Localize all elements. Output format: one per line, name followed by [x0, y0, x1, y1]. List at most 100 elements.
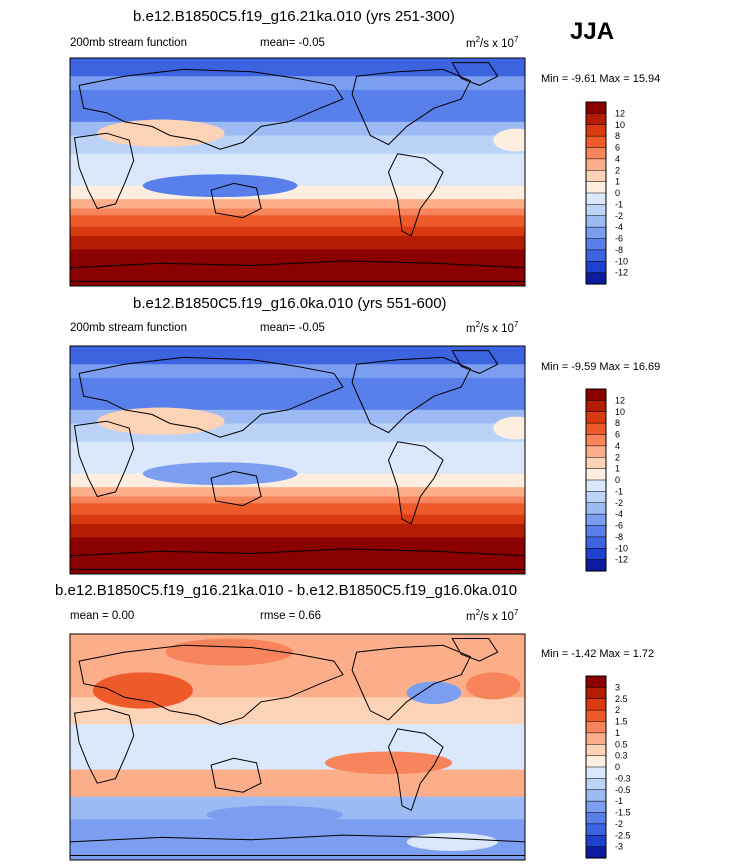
colorbar-swatch — [585, 468, 607, 481]
panel3-units: m2/s x 107 — [466, 608, 519, 623]
coastline — [70, 548, 525, 570]
colorbar-tick-label: -0.3 — [615, 773, 631, 783]
colorbar-tick-label: 8 — [615, 418, 620, 428]
colorbar-tick-label: 0 — [615, 188, 620, 198]
coastline — [70, 260, 525, 282]
field-atlantic-feature — [493, 128, 525, 152]
coastline — [73, 420, 135, 498]
colorbar-tick-label: 12 — [615, 108, 625, 118]
field-transition-band — [70, 473, 525, 488]
map-frame — [69, 57, 526, 287]
colorbar-tick-label: -8 — [615, 245, 623, 255]
colorbar-swatch — [585, 445, 607, 458]
coastline — [451, 638, 499, 662]
colorbar-frame — [585, 388, 607, 572]
field-southern-ocean-feature — [206, 805, 343, 824]
field-north-america — [406, 681, 462, 705]
colorbar-tick-label: 1 — [615, 464, 620, 474]
panel1-title: b.e12.B1850C5.f19_g16.21ka.010 (yrs 251-… — [133, 8, 455, 25]
field-arctic-feature — [165, 638, 293, 666]
field-transition-band — [70, 364, 525, 378]
coastline — [210, 182, 262, 219]
panel3-title: b.e12.B1850C5.f19_g16.21ka.010 - b.e12.B… — [55, 582, 518, 599]
panel1-variable-label: 200mb stream function — [70, 37, 187, 49]
colorbar-swatch — [585, 272, 607, 285]
colorbar-tick-label: -6 — [615, 234, 623, 244]
field-asia-anticyclone — [97, 119, 225, 147]
colorbar-tick-label: -1 — [615, 486, 623, 496]
colorbar-swatch — [585, 525, 607, 538]
panel2-min-max: Min = -9.59 Max = 16.69 — [541, 361, 661, 373]
colorbar-swatch — [585, 147, 607, 160]
panel3-mean-label: mean = 0.00 — [70, 610, 135, 622]
panel2-units: m2/s x 107 — [466, 320, 519, 335]
panel1-mean-label: mean= -0.05 — [260, 37, 325, 49]
colorbar-swatch — [585, 422, 607, 436]
coastline — [451, 350, 499, 374]
coastline — [387, 441, 444, 525]
field-transition-band — [70, 185, 525, 200]
colorbar-swatch — [585, 778, 607, 791]
colorbar-tick-label: -10 — [615, 543, 628, 553]
colorbar-swatch — [585, 709, 607, 723]
coastline — [351, 356, 472, 434]
colorbar-tick-label: -2 — [615, 498, 623, 508]
colorbar-tick-label: -6 — [615, 521, 623, 531]
panel1-units: m2/s x 107 — [466, 35, 519, 50]
colorbar-swatch — [585, 846, 607, 859]
colorbar-tick-label: 10 — [615, 120, 625, 130]
field-transition-band — [70, 215, 525, 227]
colorbar-swatch — [585, 135, 607, 149]
colorbar-swatch — [585, 491, 607, 504]
coastline — [451, 62, 499, 86]
field-antarctic-feature — [406, 832, 498, 851]
field-transition-band — [70, 523, 525, 538]
colorbar-tick-label: 4 — [615, 441, 620, 451]
field-asia-anticyclone — [97, 407, 225, 435]
colorbar-swatch — [585, 823, 607, 836]
colorbar-swatch — [585, 479, 607, 492]
colorbar-swatch — [585, 204, 607, 217]
panel1-min-max: Min = -9.61 Max = 15.94 — [541, 73, 661, 85]
coastline — [78, 644, 344, 725]
season-label: JJA — [570, 18, 615, 45]
colorbar-swatch — [585, 835, 607, 848]
coastline — [351, 644, 472, 721]
colorbar-tick-label: -8 — [615, 532, 623, 542]
field-transition-band — [70, 76, 525, 90]
colorbar-swatch — [585, 181, 607, 194]
colorbar-frame — [585, 101, 607, 285]
colorbar-tick-label: 0.5 — [615, 739, 628, 749]
colorbar-swatch — [585, 215, 607, 228]
colorbar-tick-label: -1 — [615, 199, 623, 209]
coastline — [73, 708, 135, 784]
colorbar-3: 3 2.52 1.510.5 0.30-0.3 -0.5-1 -1.5-2-2.5 -3 — [585, 675, 631, 859]
field-transition-band — [70, 199, 525, 209]
coastline — [70, 834, 525, 856]
colorbar-swatch — [585, 113, 607, 126]
colorbar-tick-label: -2.5 — [615, 830, 631, 840]
colorbar-tick-label: -4 — [615, 222, 623, 232]
colorbar-tick-label: -12 — [615, 268, 628, 278]
coastline — [387, 153, 444, 237]
panel3-rmse-label: rmse = 0.66 — [260, 610, 322, 622]
field-band-southern-subtropics — [70, 769, 525, 798]
colorbar-frame — [585, 675, 607, 859]
field-band-equator — [70, 724, 525, 771]
colorbar-tick-label: 0 — [615, 762, 620, 772]
colorbar-swatch — [585, 388, 607, 401]
colorbar-tick-label: 1.5 — [615, 717, 628, 727]
field-south-pacific-feature — [324, 751, 453, 775]
field-band-northern-midlatitudes — [70, 85, 525, 123]
colorbar-swatch — [585, 732, 607, 745]
panel2-mean-label: mean= -0.05 — [260, 322, 325, 334]
coastline — [210, 757, 262, 793]
colorbar-swatch — [585, 158, 607, 171]
map-panel-3 — [69, 633, 526, 861]
colorbar-swatch — [585, 789, 607, 802]
colorbar-tick-label: 4 — [615, 154, 620, 164]
colorbar-tick-label: -1.5 — [615, 808, 631, 818]
map-frame — [69, 345, 526, 575]
field-band-northern-midlatitudes — [70, 373, 525, 411]
field-transition-band — [70, 503, 525, 515]
